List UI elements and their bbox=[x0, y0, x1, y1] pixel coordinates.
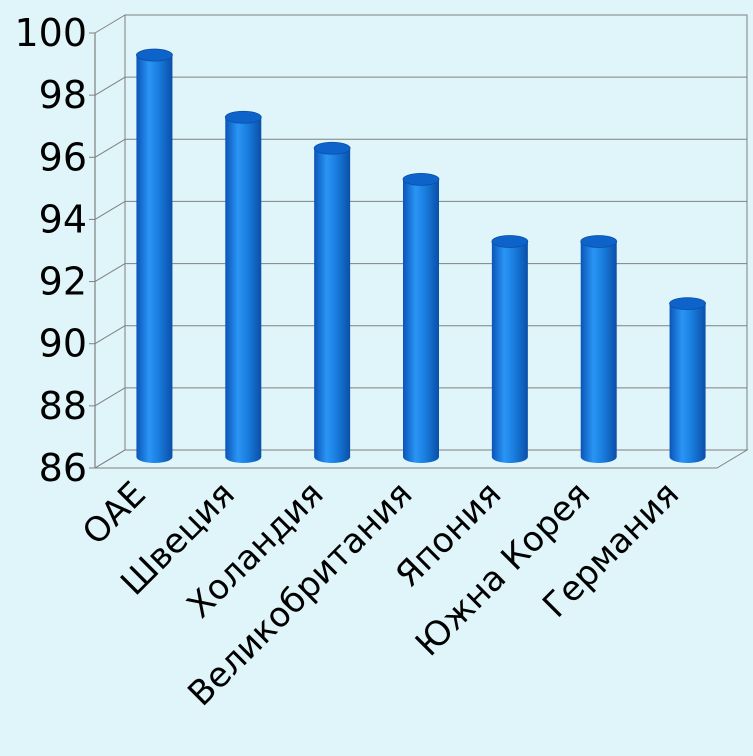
y-tick-label: 98 bbox=[39, 73, 87, 117]
bar-body bbox=[225, 117, 262, 463]
gridline-depth bbox=[94, 263, 126, 283]
y-tick-label: 94 bbox=[39, 197, 87, 241]
bar-top bbox=[136, 48, 173, 62]
bar-top bbox=[669, 297, 706, 311]
bar bbox=[669, 297, 706, 464]
gridline-depth bbox=[94, 76, 126, 96]
bar bbox=[580, 235, 618, 464]
bar-body bbox=[491, 241, 528, 463]
bar-top bbox=[580, 235, 618, 248]
x-axis-labels: ОАЕШвецияХоландияВеликобританияЯпонияЮжн… bbox=[75, 474, 687, 714]
y-tick-label: 100 bbox=[14, 11, 87, 55]
bar bbox=[491, 235, 529, 463]
bars bbox=[136, 48, 706, 464]
y-tick-label: 88 bbox=[39, 384, 87, 428]
bar-body bbox=[580, 241, 617, 464]
bar-body bbox=[669, 303, 706, 464]
bar-top bbox=[224, 110, 262, 124]
bar-body bbox=[403, 179, 439, 463]
bar-top bbox=[491, 235, 529, 248]
gridline-depth bbox=[94, 325, 126, 345]
bar bbox=[313, 141, 351, 464]
gridline-depth bbox=[94, 14, 126, 34]
bar bbox=[136, 48, 173, 464]
bar-body bbox=[314, 148, 351, 464]
bar-top bbox=[402, 172, 440, 186]
bar-body bbox=[136, 55, 173, 464]
bar bbox=[402, 172, 440, 463]
y-tick-label: 96 bbox=[39, 135, 87, 179]
gridline-depth bbox=[94, 200, 126, 220]
bar-top bbox=[313, 141, 351, 155]
gridline-depth bbox=[94, 138, 126, 158]
y-axis-ticks: 86 88 90 92 94 96 98 100 bbox=[14, 11, 87, 490]
gridline-depth bbox=[94, 449, 126, 469]
bar bbox=[224, 110, 262, 463]
y-tick-label: 90 bbox=[39, 322, 87, 366]
y-tick-label: 86 bbox=[39, 446, 87, 490]
gridline-depth bbox=[94, 387, 126, 407]
y-tick-label: 92 bbox=[39, 260, 87, 304]
